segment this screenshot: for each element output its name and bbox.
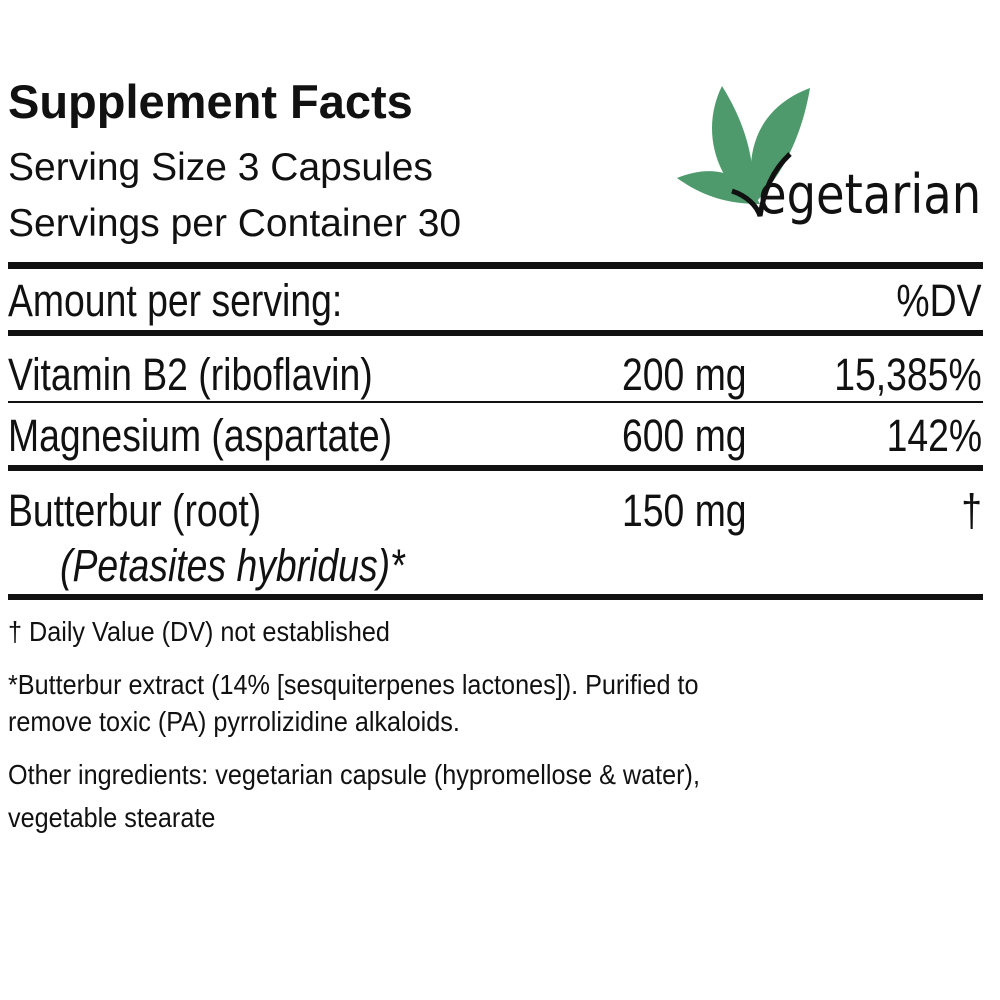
nutrient-latin-name: (Petasites hybridus)*	[60, 540, 405, 591]
extract-footnote: *Butterbur extract (14% [sesquiterpenes …	[8, 669, 699, 700]
vegetarian-label: egetarian	[758, 163, 982, 226]
dv-header: %DV	[896, 275, 982, 326]
other-ingredients: vegetable stearate	[8, 802, 216, 833]
nutrient-name: Vitamin B2 (riboflavin)	[8, 349, 373, 400]
nutrient-dv: 15,385%	[834, 349, 982, 400]
extract-footnote: remove toxic (PA) pyrrolizidine alkaloid…	[8, 706, 460, 737]
nutrient-dv: †	[961, 485, 982, 536]
servings-per-container: Servings per Container 30	[8, 202, 462, 245]
divider-thick	[8, 594, 983, 600]
amount-per-serving-label: Amount per serving:	[8, 275, 343, 326]
other-ingredients: Other ingredients: vegetarian capsule (h…	[8, 759, 700, 790]
divider-thick	[8, 330, 983, 336]
divider-thick	[8, 262, 983, 269]
nutrient-name: Butterbur (root)	[8, 485, 262, 536]
page-title: Supplement Facts	[8, 75, 413, 128]
nutrient-amount: 600 mg	[622, 410, 747, 461]
nutrient-amount: 150 mg	[622, 485, 747, 536]
nutrient-name: Magnesium (aspartate)	[8, 410, 393, 461]
nutrient-dv: 142%	[886, 410, 982, 461]
dv-footnote: † Daily Value (DV) not established	[8, 616, 390, 647]
leaf-icon	[677, 86, 810, 217]
nutrient-amount: 200 mg	[622, 349, 747, 400]
serving-size: Serving Size 3 Capsules	[8, 146, 433, 189]
divider-thick	[8, 465, 983, 471]
divider-thin	[8, 401, 983, 403]
